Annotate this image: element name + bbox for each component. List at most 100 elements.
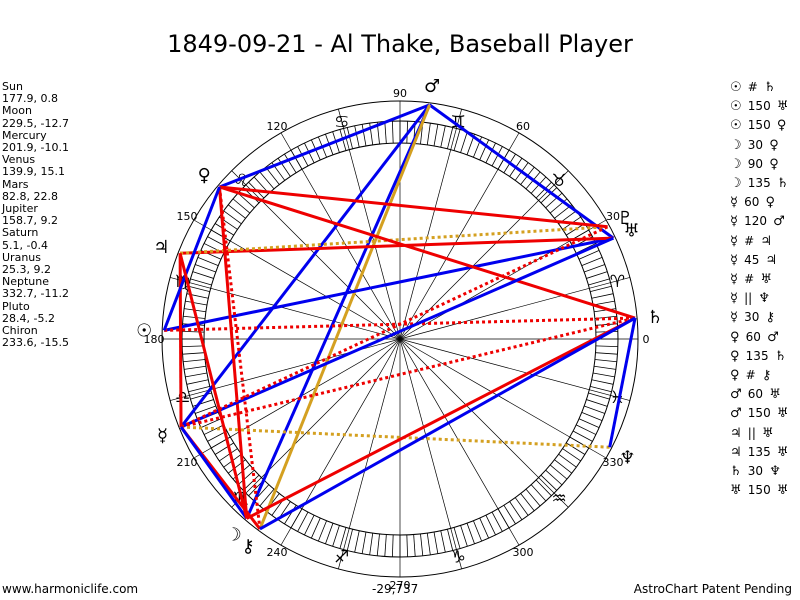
aspect-type: 60 <box>747 387 764 402</box>
degree-tick <box>354 125 360 148</box>
degree-tick <box>391 121 394 144</box>
aspect-item: ☽ 30 ♀ <box>730 136 789 155</box>
spoke <box>399 338 607 459</box>
degree-tick <box>426 533 431 555</box>
degree-tick <box>466 523 475 544</box>
aspect-planet-2: ♄ <box>776 176 789 192</box>
aspect-planet-1: ♅ <box>730 483 742 499</box>
aspect-type: 150 <box>747 406 771 421</box>
degree-tick <box>562 448 581 462</box>
degree-tick <box>595 345 618 348</box>
degree-tick <box>591 379 614 385</box>
degree-tick <box>545 469 563 486</box>
degree-tick <box>460 525 468 547</box>
degree-tick <box>277 158 291 177</box>
spoke <box>231 338 401 508</box>
degree-tick <box>588 392 610 400</box>
zodiac-aquarius-icon: ♒ <box>551 489 566 509</box>
degree-tick <box>572 430 593 442</box>
aspect-planet-2: ♀ <box>765 195 776 211</box>
degree-tick <box>440 530 446 553</box>
aspect-planet-2: ♀ <box>769 156 779 172</box>
aspect-planet-1: ☽ <box>730 156 742 172</box>
aspect-item: ☉ 150 ♀ <box>730 116 789 135</box>
degree-tick <box>310 517 321 539</box>
degree-tick <box>339 527 347 549</box>
aspect-line <box>219 185 636 320</box>
aspect-planet-1: ♄ <box>730 464 742 480</box>
aspect-item: ☿ # ♅ <box>730 270 789 289</box>
aspect-planet-2: ♄ <box>774 348 787 364</box>
degree-tick <box>426 123 431 145</box>
degree-label: 60 <box>516 120 530 133</box>
degree-tick <box>184 365 206 370</box>
degree-tick <box>413 534 416 557</box>
aspect-planet-2: ♅ <box>776 444 789 460</box>
degree-tick <box>183 315 206 319</box>
degree-tick <box>447 529 454 551</box>
planet-name: Mars <box>2 177 29 191</box>
aspect-planet-1: ☽ <box>730 176 742 192</box>
aspect-list: ☉ # ♄ ☉ 150 ♅ ☉ 150 ♀ ☽ 30 ♀ ☽ 90 ♀ ☽ 135 ♄ ☿ … <box>730 78 789 500</box>
degree-tick <box>479 139 490 161</box>
degree-tick <box>460 131 468 153</box>
planet-name: Chiron <box>2 324 38 338</box>
degree-label: 180 <box>144 333 165 346</box>
aspect-planet-1: ☿ <box>730 195 738 211</box>
degree-tick <box>592 300 615 306</box>
pluto-icon: ♇ <box>617 208 633 229</box>
planet-coords: 229.5, -12.7 <box>2 116 69 130</box>
degree-tick <box>317 520 327 542</box>
degree-tick <box>440 125 446 148</box>
sun-icon: ☉ <box>136 321 152 342</box>
zodiac-libra-icon: ♎ <box>175 388 190 408</box>
aspect-type: 30 <box>747 464 764 479</box>
degree-tick <box>304 514 315 536</box>
aspect-planet-2: ♀ <box>776 118 787 134</box>
planet-coords: 233.6, -15.5 <box>2 336 69 350</box>
aspect-item: ♀ # ⚷ <box>730 366 789 385</box>
aspect-item: ☽ 90 ♀ <box>730 155 789 174</box>
aspect-lines <box>162 103 637 531</box>
degree-tick <box>594 359 617 363</box>
degree-tick <box>479 517 490 539</box>
aspect-item: ♅ 150 ♅ <box>730 481 789 500</box>
aspect-type: 45 <box>744 252 760 267</box>
aspect-type: 135 <box>745 348 769 363</box>
footer-score: -29,737 <box>372 582 419 596</box>
degree-tick <box>578 249 600 260</box>
aspect-type: 135 <box>747 176 771 191</box>
aspect-item: ♀ 60 ♂ <box>730 328 789 347</box>
aspect-planet-1: ♂ <box>730 387 742 403</box>
planet-coords: 28.4, -5.2 <box>2 311 55 325</box>
spoke <box>399 219 607 340</box>
aspect-type: 90 <box>747 156 764 171</box>
aspect-item: ☿ 30 ⚷ <box>730 308 789 327</box>
degree-tick <box>540 474 558 491</box>
wheel-degree-labels: 0 30 60 90 120 150 180 210 240 270 300 330 <box>144 87 650 592</box>
degree-tick <box>575 424 597 435</box>
planet-name: Sun <box>2 80 23 93</box>
degree-tick <box>361 124 367 147</box>
saturn-icon: ♄ <box>647 307 663 328</box>
aspect-line <box>163 236 614 332</box>
degree-tick <box>433 124 439 147</box>
footer-website: www.harmoniclife.com <box>2 582 139 596</box>
planet-name: Uranus <box>2 250 41 264</box>
degree-tick <box>540 187 558 204</box>
aspect-item: ♂ 60 ♅ <box>730 385 789 404</box>
aspect-item: ♂ 150 ♅ <box>730 404 789 423</box>
aspect-planet-1: ☿ <box>730 214 738 230</box>
degree-tick <box>588 278 610 286</box>
degree-label: 150 <box>176 210 197 223</box>
degree-tick <box>491 146 503 167</box>
aspect-planet-2: ♅ <box>762 425 774 441</box>
degree-tick <box>535 479 552 497</box>
degree-tick <box>346 127 353 149</box>
degree-tick <box>242 474 260 491</box>
aspect-item: ♃ 135 ♅ <box>730 443 789 462</box>
degree-tick <box>237 192 255 209</box>
aspect-type: 135 <box>747 444 771 459</box>
degree-tick <box>520 493 535 512</box>
planet-name: Venus <box>2 153 36 167</box>
